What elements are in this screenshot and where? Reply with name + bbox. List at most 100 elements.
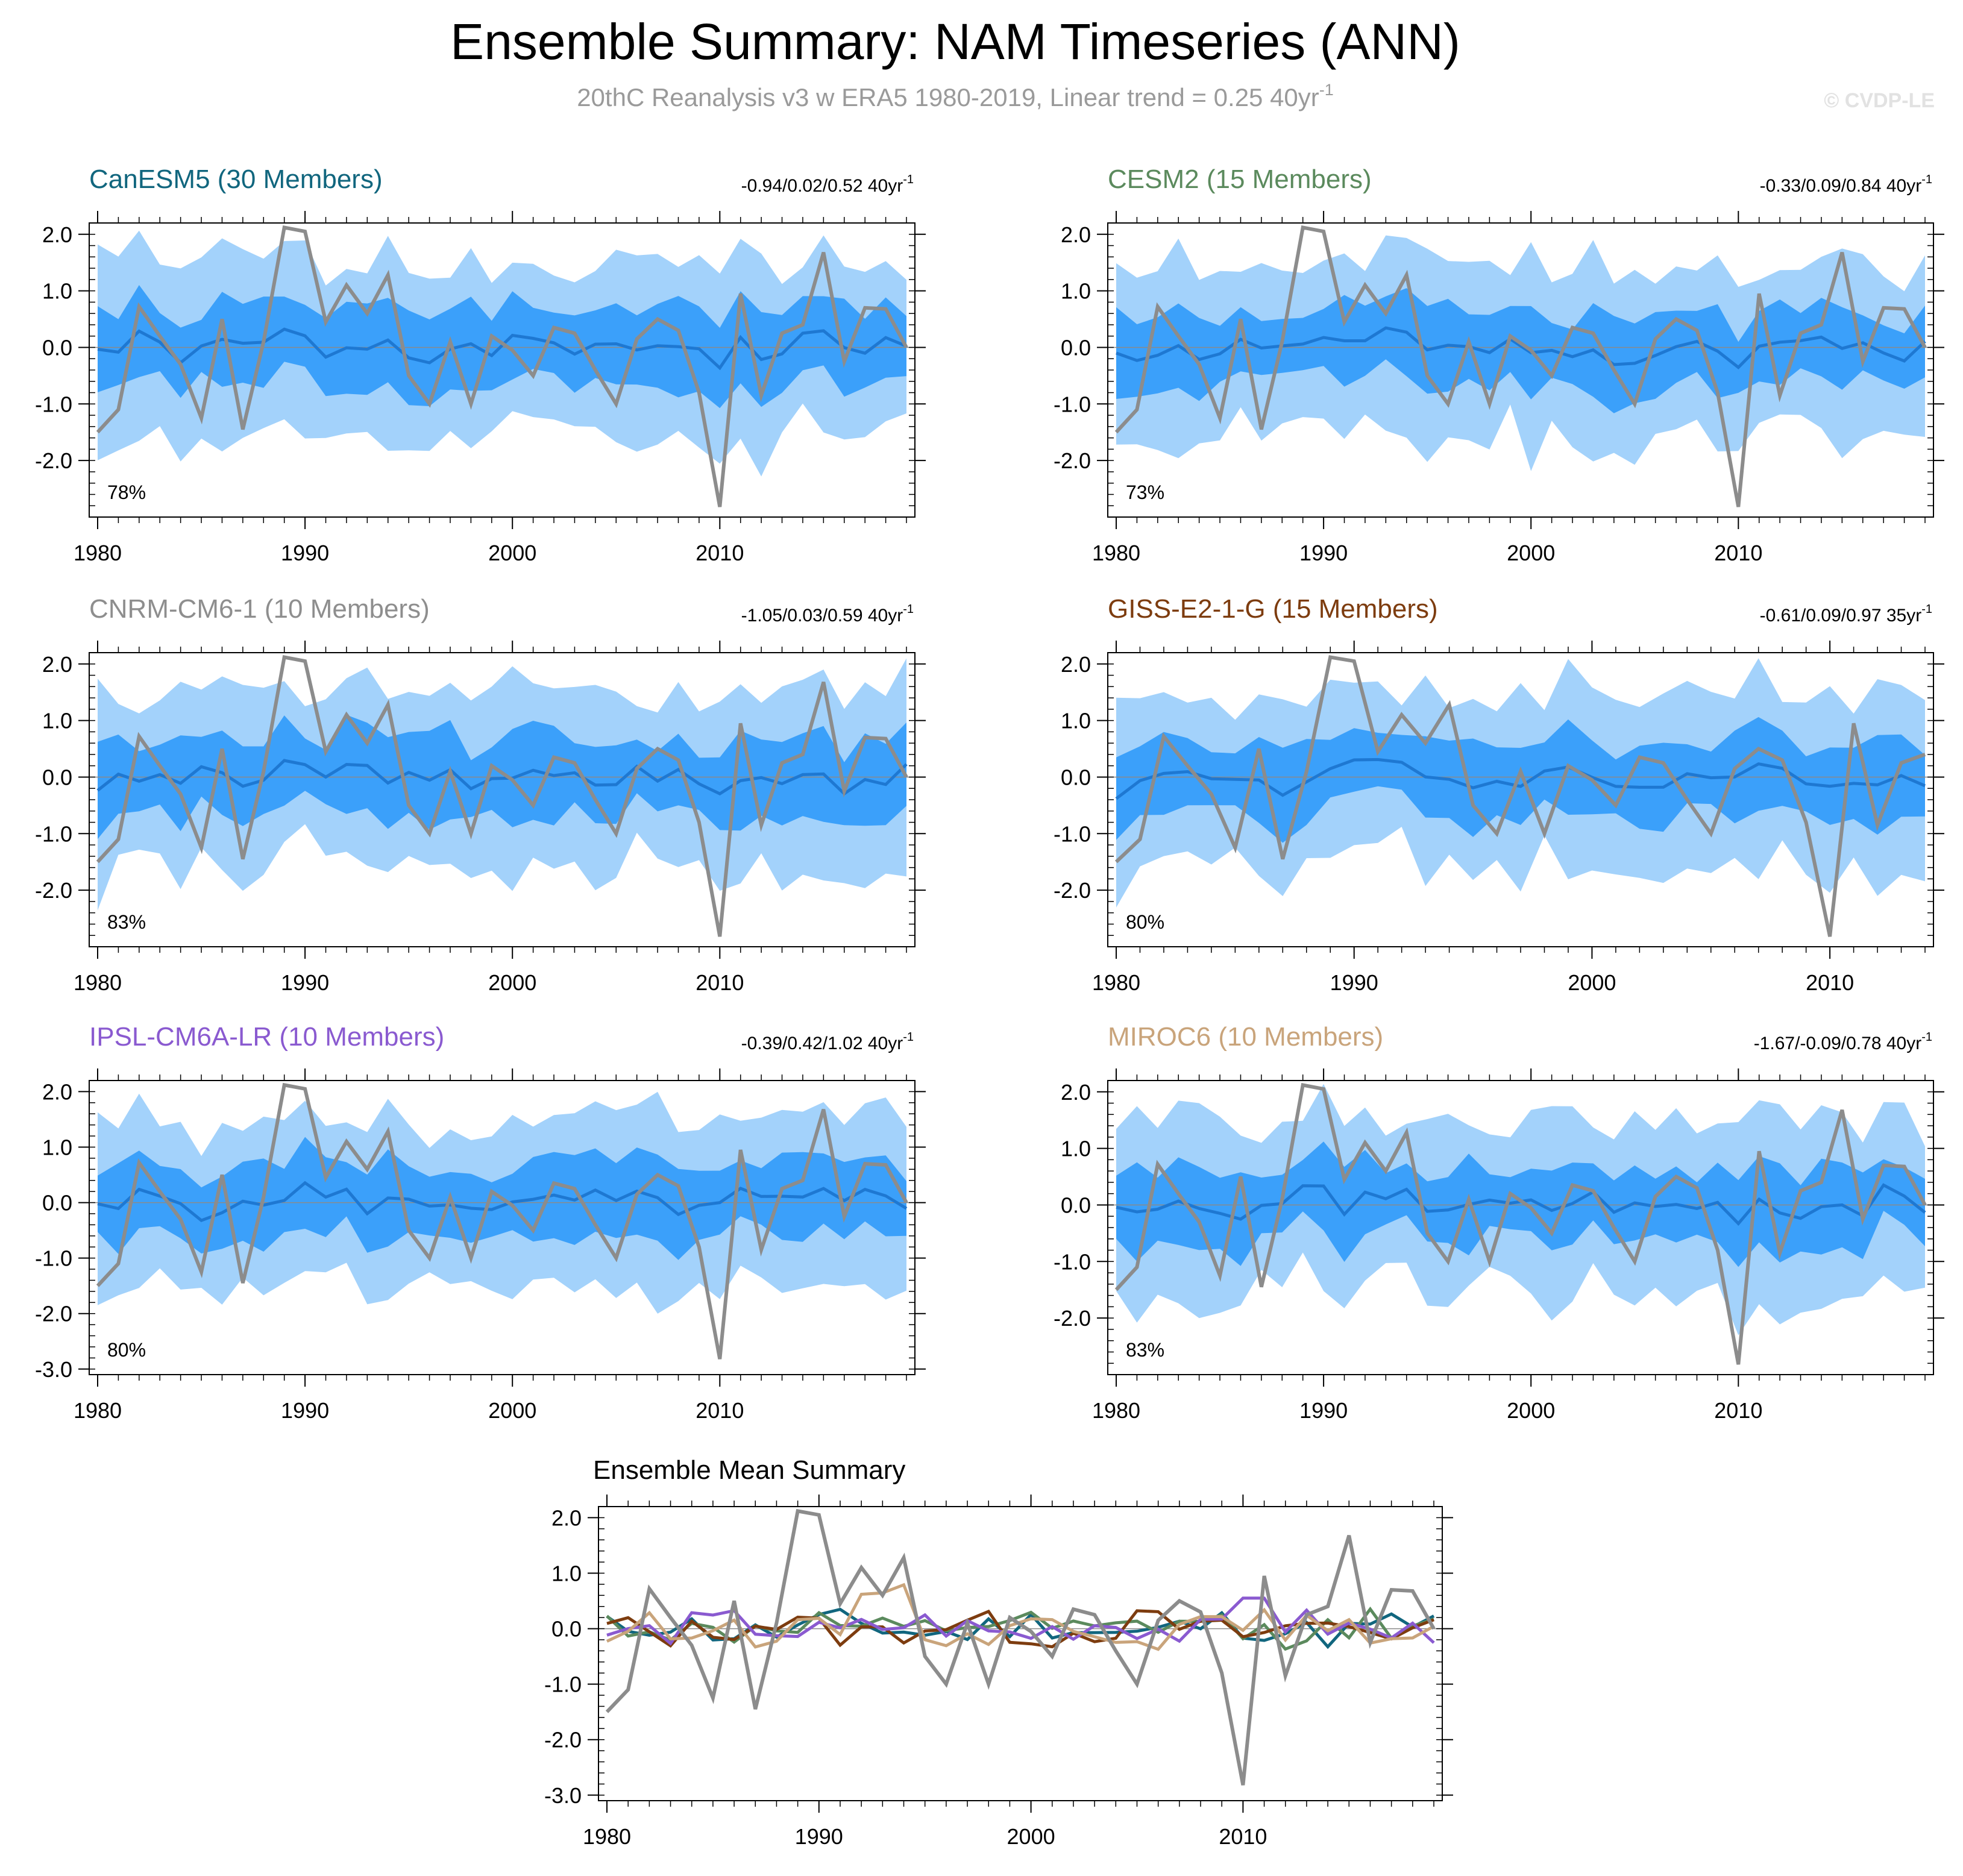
panel-title: IPSL-CM6A-LR (10 Members) [89, 1022, 444, 1052]
y-tick-label: -3.0 [35, 1357, 72, 1382]
y-tick-label: -2.0 [1054, 878, 1091, 903]
y-tick-label: -2.0 [1054, 1306, 1091, 1331]
trend-label-text: -0.33/0.09/0.84 40yr [1760, 176, 1922, 196]
x-tick-label: 2010 [1806, 970, 1854, 995]
x-tick-label: 2010 [1714, 1398, 1762, 1423]
figure-subtitle-exp: -1 [1319, 81, 1334, 99]
observed-line [96, 225, 908, 507]
panel-title: CESM2 (15 Members) [1108, 165, 1372, 194]
trend-label: -1.05/0.03/0.59 40yr-1 [741, 603, 914, 626]
observed-line [605, 1508, 1436, 1786]
y-tick-label: 1.0 [42, 279, 72, 304]
plot-frame [89, 1080, 916, 1375]
trend-label: -0.33/0.09/0.84 40yr-1 [1760, 173, 1932, 196]
y-tick-label: 2.0 [42, 652, 72, 677]
panel-title: CanESM5 (30 Members) [89, 165, 383, 194]
x-tick-label: 1990 [1299, 541, 1348, 565]
x-tick-label: 1980 [74, 1398, 122, 1423]
x-tick-label: 2000 [1507, 1398, 1555, 1423]
y-tick-label: -1.0 [544, 1672, 582, 1697]
ensemble-mean-line [97, 1181, 908, 1223]
plot-area [1108, 1082, 1933, 1365]
y-tick-label: 1.0 [42, 709, 72, 733]
watermark: © CVDP-LE [1824, 89, 1935, 112]
y-tick-label: 0.0 [42, 335, 72, 360]
trend-label-text: -1.05/0.03/0.59 40yr [741, 606, 903, 626]
trend-label-text: -0.39/0.42/1.02 40yr [741, 1034, 903, 1053]
trend-label: -1.67/-0.09/0.78 40yr-1 [1754, 1031, 1932, 1053]
y-tick-label: 1.0 [1061, 279, 1091, 304]
x-tick-label: 1980 [74, 970, 122, 995]
panel-title: GISS-E2-1-G (15 Members) [1108, 594, 1438, 624]
observed-line [1114, 655, 1926, 937]
trend-label-exp: -1 [903, 1031, 914, 1044]
y-tick-label: -1.0 [1054, 392, 1091, 416]
x-tick-label: 2000 [488, 541, 536, 565]
y-tick-label: 1.0 [1061, 1137, 1091, 1161]
figure-subtitle-text: 20thC Reanalysis v3 w ERA5 1980-2019, Li… [577, 83, 1319, 111]
x-tick-label: 1980 [1092, 541, 1140, 565]
y-tick-label: 2.0 [42, 222, 72, 247]
y-tick-label: 1.0 [1061, 709, 1091, 733]
trend-label-exp: -1 [1921, 1031, 1932, 1044]
x-tick-label: 2010 [696, 970, 744, 995]
trend-label-exp: -1 [1921, 173, 1932, 186]
x-tick-label: 1980 [74, 541, 122, 565]
y-tick-label: -1.0 [1054, 821, 1091, 846]
y-tick-label: -1.0 [35, 821, 72, 846]
y-tick-label: 2.0 [551, 1505, 582, 1530]
x-tick-label: 1980 [583, 1824, 631, 1849]
trend-label-text: -0.94/0.02/0.52 40yr [741, 176, 903, 196]
y-tick-label: -2.0 [35, 878, 72, 903]
y-tick-label: 1.0 [551, 1561, 582, 1586]
ensemble-mean-line [96, 759, 908, 796]
y-tick-label: 2.0 [1061, 222, 1091, 247]
percent-label: 83% [1126, 1339, 1164, 1361]
y-tick-label: -1.0 [35, 1246, 72, 1271]
ensemble-mean-line [97, 327, 907, 371]
y-tick-label: 2.0 [1061, 1080, 1091, 1105]
y-tick-label: 0.0 [1061, 335, 1091, 360]
y-tick-label: 1.0 [42, 1135, 72, 1159]
x-tick-label: 2000 [1568, 970, 1616, 995]
chart-panel_0: 78% CanESM5 (30 Members) -0.94/0.02/0.52 4… [35, 165, 926, 565]
trend-label: -0.39/0.42/1.02 40yr-1 [741, 1031, 914, 1053]
y-tick-label: 0.0 [551, 1617, 582, 1642]
y-tick-label: -2.0 [544, 1728, 582, 1752]
x-tick-label: 2000 [488, 1398, 536, 1423]
x-tick-label: 1980 [1092, 1398, 1140, 1423]
plot-area [89, 225, 915, 507]
ensemble-iqr-band [1116, 717, 1925, 843]
trend-label-exp: -1 [1921, 603, 1932, 616]
trend-label: -0.61/0.09/0.97 35yr-1 [1760, 603, 1932, 626]
y-tick-label: -3.0 [544, 1783, 582, 1808]
plot-area [89, 1082, 915, 1360]
plot-area [1108, 655, 1933, 937]
series-line-ipsl-cm6a-lr [606, 1596, 1435, 1646]
plot-area [89, 654, 915, 937]
panel-title: CNRM-CM6-1 (10 Members) [89, 594, 430, 624]
panel-title: Ensemble Mean Summary [593, 1455, 905, 1485]
x-tick-label: 1990 [1299, 1398, 1348, 1423]
observed-line [96, 1082, 908, 1360]
ensemble-iqr-band [1116, 1141, 1925, 1267]
figure-subtitle: 20thC Reanalysis v3 w ERA5 1980-2019, Li… [577, 81, 1334, 111]
observed-line [96, 654, 908, 937]
y-tick-label: 0.0 [42, 1191, 72, 1216]
x-tick-label: 2010 [1219, 1824, 1267, 1849]
y-tick-label: -2.0 [35, 1302, 72, 1326]
chart-summary: Ensemble Mean Summary 2.0 1.0 0.0 -1.0 -2.0 -3… [544, 1455, 1453, 1849]
chart-panel_4: 80% IPSL-CM6A-LR (10 Members) -0.39/0.42/1… [35, 1022, 926, 1423]
x-tick-label: 2010 [696, 541, 744, 565]
x-tick-label: 1990 [1330, 970, 1378, 995]
chart-panel_5: 83% MIROC6 (10 Members) -1.67/-0.09/0.78 4… [1054, 1022, 1944, 1423]
observed-line [1114, 225, 1927, 507]
plot-area [1108, 225, 1933, 507]
x-tick-label: 1990 [281, 541, 329, 565]
y-tick-label: -2.0 [1054, 448, 1091, 473]
x-tick-label: 2000 [1007, 1824, 1055, 1849]
x-tick-label: 2010 [1714, 541, 1762, 565]
y-tick-label: -1.0 [1054, 1249, 1091, 1274]
y-tick-label: 2.0 [1061, 652, 1091, 677]
